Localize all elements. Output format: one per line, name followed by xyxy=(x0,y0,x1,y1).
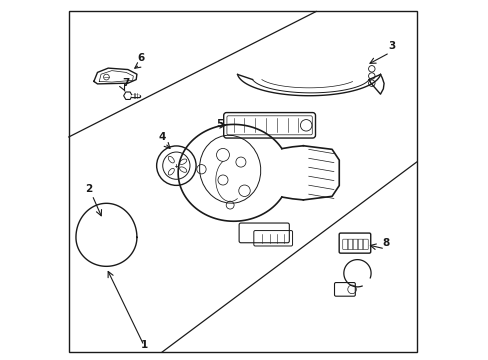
Text: 7: 7 xyxy=(122,78,129,88)
Text: 2: 2 xyxy=(85,184,92,194)
Text: 1: 1 xyxy=(140,340,147,350)
Text: 4: 4 xyxy=(158,132,165,142)
Text: 3: 3 xyxy=(387,41,394,51)
Text: 6: 6 xyxy=(137,53,144,63)
Text: 5: 5 xyxy=(215,120,223,129)
Text: 8: 8 xyxy=(382,238,389,248)
